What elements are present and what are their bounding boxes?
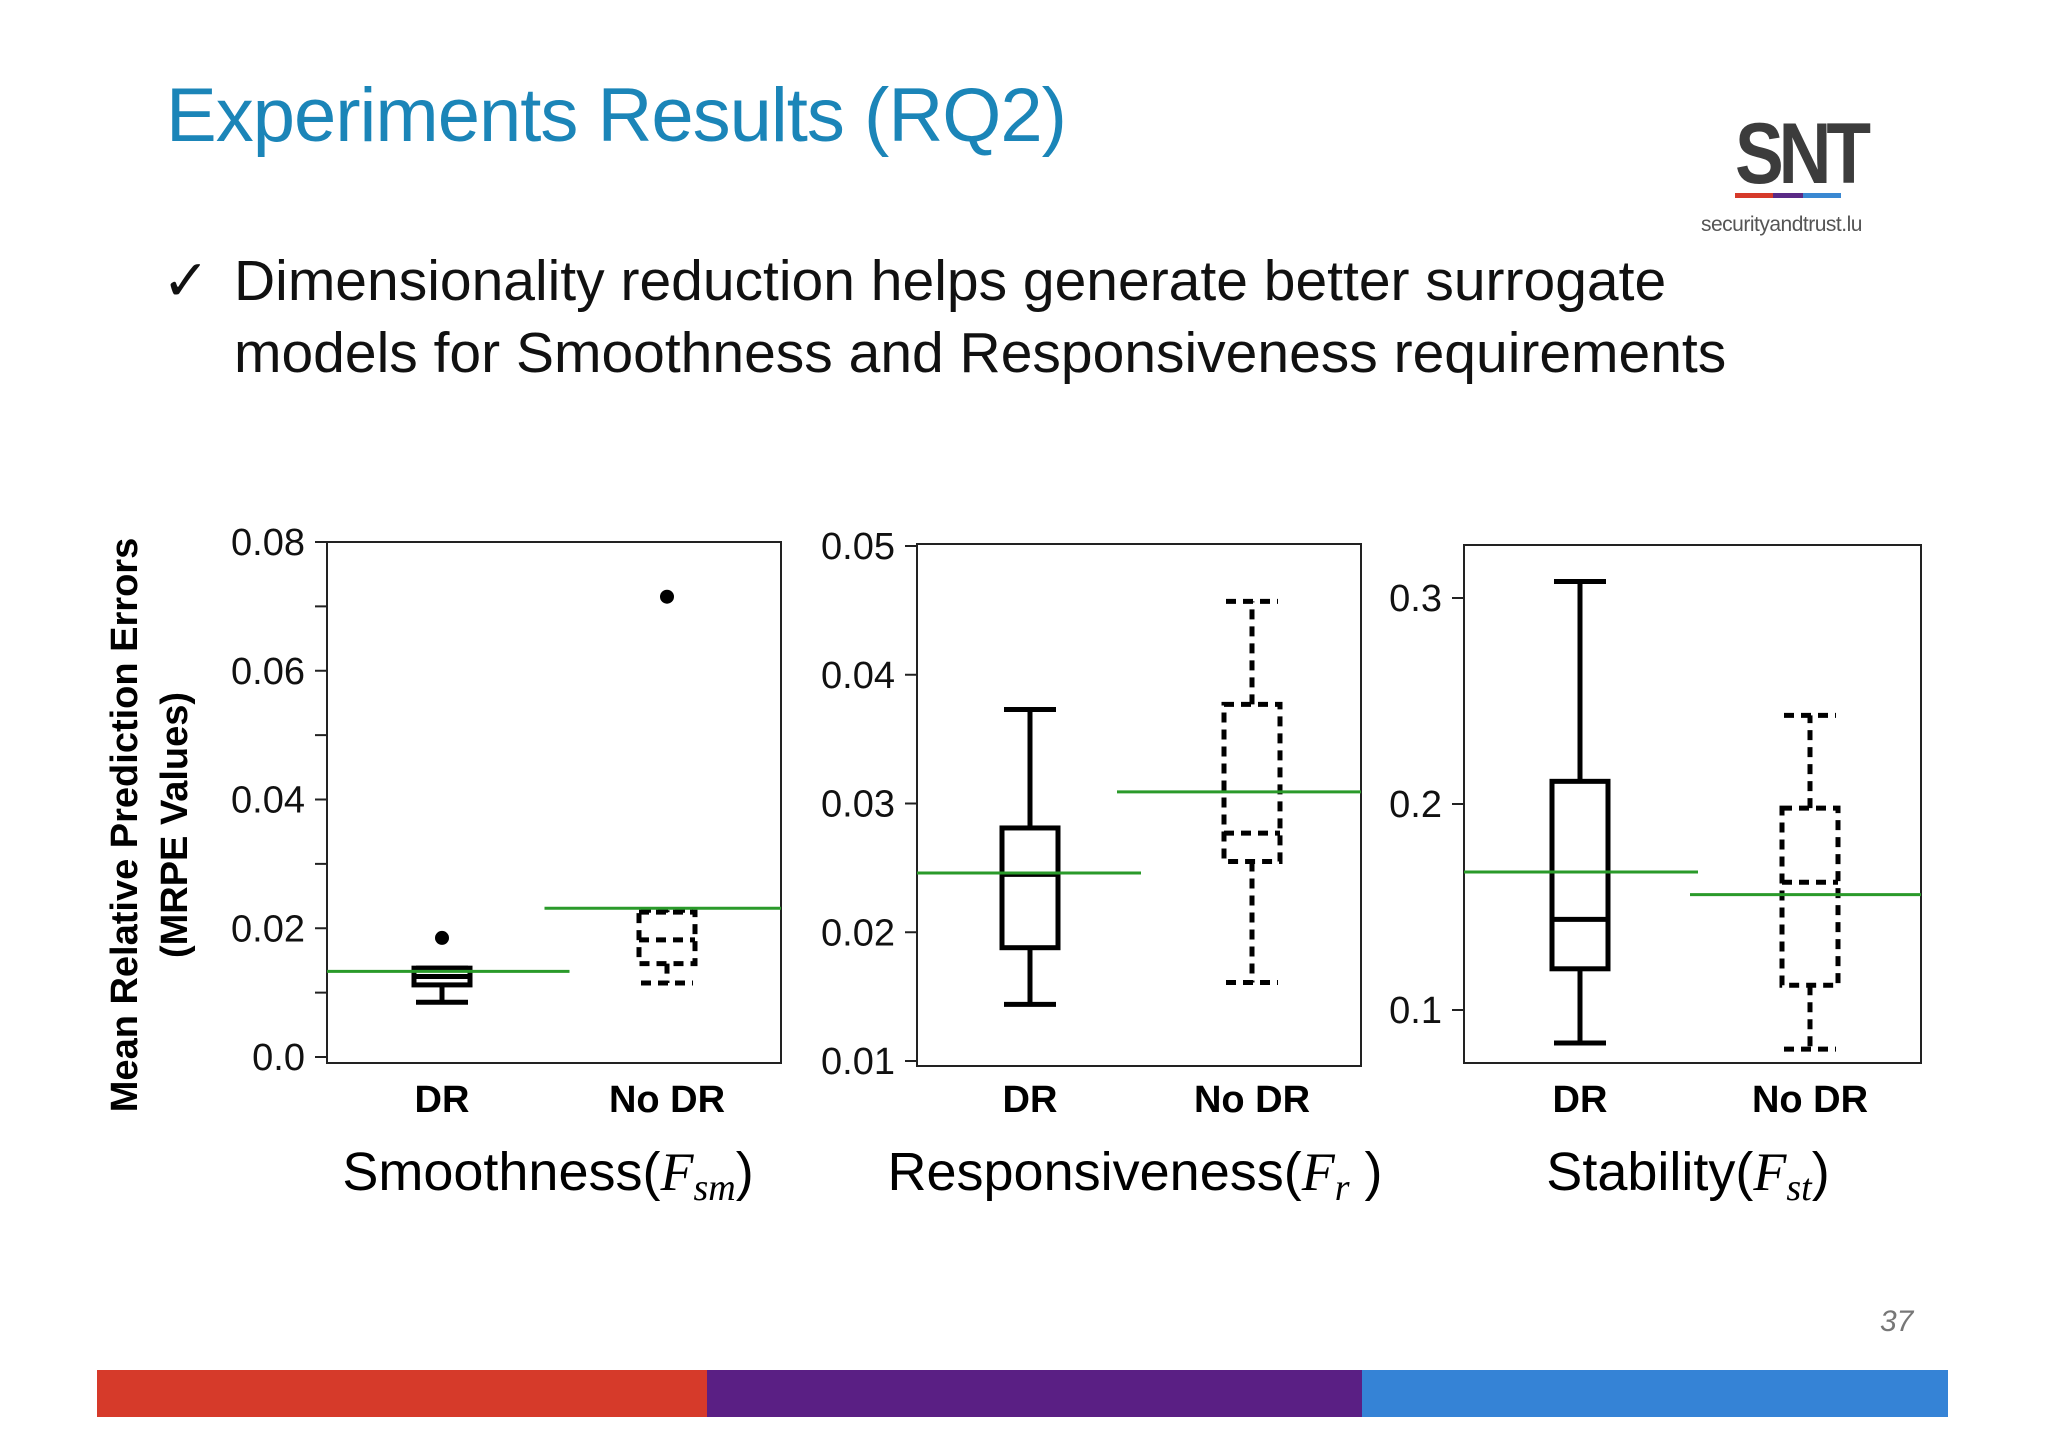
y-tick-label: 0.02 [231, 908, 305, 950]
bullet-text: Dimensionality reduction helps generate … [234, 249, 1727, 385]
chart-title-variable: F [1752, 1142, 1787, 1202]
chart-title-close: ) [1350, 1142, 1383, 1202]
x-category-label: DR [1003, 1079, 1058, 1121]
plot-frame [1463, 544, 1922, 1064]
x-category-label: No DR [1752, 1079, 1868, 1121]
y-tick-label: 0.01 [821, 1041, 895, 1083]
chart-title-subscript: r [1335, 1167, 1350, 1209]
chart-title-variable: F [1301, 1142, 1336, 1202]
snt-logo: SNT securityandtrust.lu [1695, 105, 1895, 245]
chart-title-variable: F [659, 1142, 694, 1202]
y-tick-label: 0.05 [821, 526, 895, 568]
logo-url: securityandtrust.lu [1701, 213, 1862, 236]
box-iqr [1221, 701, 1283, 864]
chart-title-text: Smoothness( [342, 1142, 660, 1202]
y-tick-label: 0.2 [1389, 784, 1442, 826]
chart-title: Smoothness(Fsm) [342, 1142, 753, 1209]
slide-title: Experiments Results (RQ2) [166, 73, 1067, 158]
y-tick-label: 0.04 [821, 655, 895, 697]
y-tick-label: 0.1 [1389, 990, 1442, 1032]
chart-title-close: ) [1812, 1142, 1830, 1202]
plot-frame [326, 541, 782, 1064]
y-tick-label: 0.04 [231, 780, 305, 822]
x-category-label: No DR [609, 1079, 725, 1121]
chart-title-close: ) [736, 1142, 754, 1202]
chart-title: Stability(Fst) [1546, 1142, 1829, 1209]
outlier-point [435, 930, 449, 945]
y-tick-label: 0.02 [821, 912, 895, 954]
x-category-label: DR [1553, 1079, 1608, 1121]
box-iqr [1779, 805, 1841, 988]
y-tick-label: 0.03 [821, 784, 895, 826]
logo-text: SNT [1735, 106, 1871, 202]
chart-title-subscript: sm [693, 1167, 735, 1209]
chart-title-text: Stability( [1546, 1142, 1753, 1202]
logo-bar-blue [1803, 193, 1841, 198]
box-iqr [999, 825, 1061, 951]
y-tick-label: 0.3 [1389, 578, 1442, 620]
y-tick-label: 0.0 [252, 1037, 305, 1079]
footer-bar-blue [1362, 1370, 1948, 1417]
x-category-label: DR [415, 1079, 470, 1121]
logo-bar-red [1735, 193, 1773, 198]
chart-title: Responsiveness(Fr ) [888, 1142, 1383, 1209]
chart-title-text: Responsiveness( [888, 1142, 1302, 1202]
box-iqr [1549, 778, 1611, 972]
y-tick-label: 0.06 [231, 651, 305, 693]
y-tick-label: 0.08 [231, 522, 305, 564]
check-icon: ✓ [162, 249, 210, 313]
plot-frame [916, 543, 1362, 1067]
chart-title-subscript: st [1786, 1167, 1813, 1209]
page-number: 37 [1880, 1305, 1914, 1338]
outlier-point [660, 589, 674, 604]
logo-bar-purple [1773, 193, 1803, 198]
footer-bar-purple [707, 1370, 1362, 1417]
x-category-label: No DR [1194, 1079, 1310, 1121]
footer-bar-red [97, 1370, 707, 1417]
